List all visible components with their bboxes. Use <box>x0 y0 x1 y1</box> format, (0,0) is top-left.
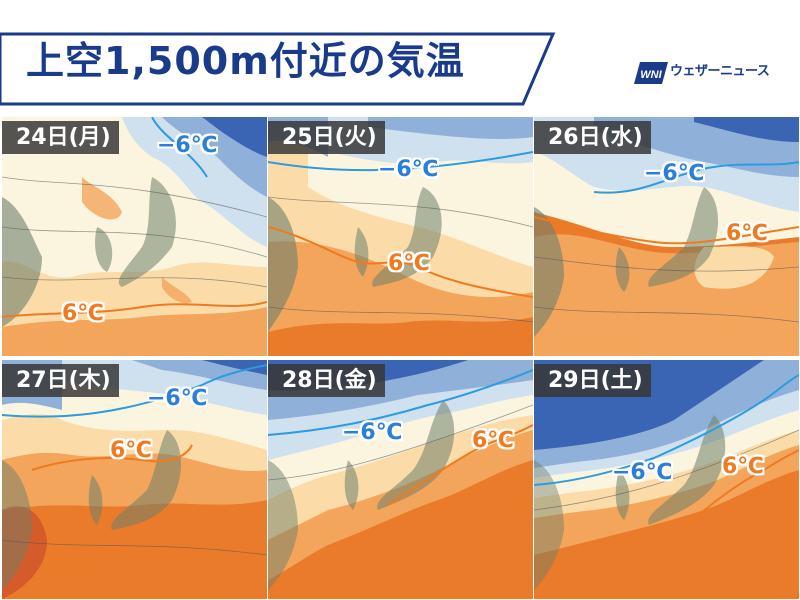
forecast-panel-26: 26日(水) −6℃ 6℃ <box>534 117 799 356</box>
isotherm-minus6-label: −6℃ <box>378 157 439 182</box>
isotherm-minus6-label: −6℃ <box>157 133 218 158</box>
temperature-map <box>2 117 267 356</box>
brand-logo: WNI ウェザーニュース <box>634 58 779 88</box>
brand-mark-text: WNI <box>640 69 662 81</box>
forecast-panel-29: 29日(土) −6℃ 6℃ <box>534 360 799 599</box>
brand-name: ウェザーニュース <box>670 64 770 79</box>
day-label: 28日(金) <box>268 364 385 397</box>
page-title: 上空1,500m付近の気温 <box>26 39 465 83</box>
isotherm-minus6-label: −6℃ <box>612 460 673 485</box>
forecast-panel-28: 28日(金) −6℃ 6℃ <box>268 360 533 599</box>
day-label: 26日(水) <box>534 121 651 154</box>
day-label: 25日(火) <box>268 121 385 154</box>
forecast-map-grid: 24日(月) −6℃ 6℃ 25日(火) −6℃ 6℃ <box>0 115 800 600</box>
header: 上空1,500m付近の気温 WNI ウェザーニュース <box>0 0 800 114</box>
isotherm-6-label: 6℃ <box>726 221 768 246</box>
isotherm-6-label: 6℃ <box>722 454 764 479</box>
forecast-panel-25: 25日(火) −6℃ 6℃ <box>268 117 533 356</box>
isotherm-6-label: 6℃ <box>472 428 514 453</box>
isotherm-minus6-label: −6℃ <box>342 420 403 445</box>
temperature-map <box>268 360 533 599</box>
isotherm-6-label: 6℃ <box>62 301 104 326</box>
isotherm-minus6-label: −6℃ <box>644 161 705 186</box>
day-label: 29日(土) <box>534 364 651 397</box>
isotherm-6-label: 6℃ <box>388 251 430 276</box>
title-banner-shape <box>0 32 556 106</box>
wni-logo-icon: WNI <box>634 62 668 84</box>
day-label: 27日(木) <box>2 364 119 397</box>
day-label: 24日(月) <box>2 121 119 154</box>
forecast-panel-27: 27日(木) −6℃ 6℃ <box>2 360 267 599</box>
forecast-panel-24: 24日(月) −6℃ 6℃ <box>2 117 267 356</box>
isotherm-minus6-label: −6℃ <box>147 386 208 411</box>
isotherm-6-label: 6℃ <box>110 438 152 463</box>
